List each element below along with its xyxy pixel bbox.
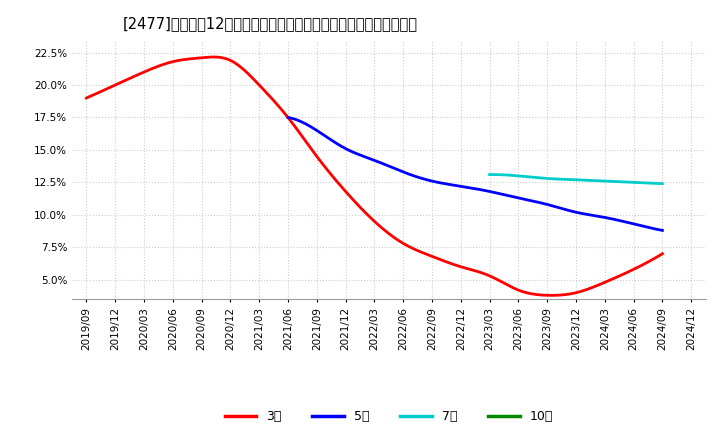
3年: [84, 95, 93, 100]
5年: [284, 115, 292, 120]
7年: [592, 178, 600, 183]
5年: [505, 193, 514, 198]
5年: [285, 115, 294, 121]
Line: 5年: 5年: [288, 117, 662, 231]
3年: [210, 55, 218, 60]
3年: [82, 95, 91, 101]
5年: [513, 195, 521, 200]
5年: [623, 220, 631, 225]
3年: [658, 251, 667, 257]
7年: [631, 180, 640, 185]
5年: [658, 228, 667, 233]
3年: [427, 253, 436, 259]
Legend: 3年, 5年, 7年, 10年: 3年, 5年, 7年, 10年: [220, 405, 558, 428]
7年: [489, 172, 498, 177]
3年: [436, 257, 445, 262]
7年: [589, 178, 598, 183]
7年: [642, 180, 651, 186]
7年: [588, 178, 597, 183]
7年: [658, 181, 667, 186]
3年: [546, 293, 555, 298]
Line: 3年: 3年: [86, 57, 662, 295]
3年: [608, 276, 616, 282]
7年: [485, 172, 494, 177]
7年: [486, 172, 495, 177]
Line: 7年: 7年: [490, 175, 662, 183]
Text: [2477]　売上高12か月移動合計の対前年同期増減率の平均値の推移: [2477] 売上高12か月移動合計の対前年同期増減率の平均値の推移: [122, 16, 418, 32]
5年: [599, 215, 608, 220]
3年: [572, 290, 580, 295]
5年: [507, 194, 516, 199]
3年: [425, 253, 433, 258]
